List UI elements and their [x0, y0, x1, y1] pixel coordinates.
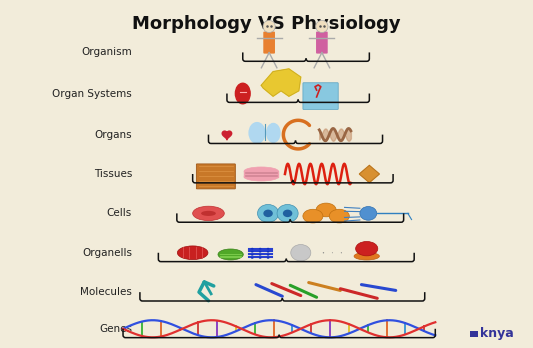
- Text: Cells: Cells: [107, 208, 132, 219]
- Text: Tissues: Tissues: [94, 169, 132, 179]
- Ellipse shape: [266, 248, 269, 250]
- Ellipse shape: [201, 211, 216, 216]
- Ellipse shape: [266, 254, 269, 256]
- Ellipse shape: [259, 254, 262, 256]
- Ellipse shape: [177, 246, 208, 260]
- Ellipse shape: [251, 251, 254, 253]
- Text: Organs: Organs: [94, 129, 132, 140]
- Ellipse shape: [266, 251, 269, 253]
- Ellipse shape: [192, 206, 224, 221]
- FancyBboxPatch shape: [303, 83, 338, 109]
- Ellipse shape: [244, 167, 278, 175]
- Ellipse shape: [263, 209, 273, 217]
- Circle shape: [316, 21, 328, 32]
- Text: Molecules: Molecules: [80, 287, 132, 297]
- Ellipse shape: [329, 209, 349, 223]
- Ellipse shape: [266, 124, 280, 142]
- Ellipse shape: [283, 209, 292, 217]
- Ellipse shape: [332, 252, 333, 253]
- Polygon shape: [359, 165, 379, 183]
- Text: Organells: Organells: [82, 248, 132, 258]
- Ellipse shape: [277, 205, 298, 222]
- Ellipse shape: [323, 252, 324, 253]
- Polygon shape: [261, 69, 301, 96]
- Text: Genes: Genes: [99, 324, 132, 334]
- Ellipse shape: [354, 252, 379, 260]
- Polygon shape: [222, 131, 232, 140]
- Ellipse shape: [360, 206, 377, 220]
- Ellipse shape: [249, 122, 265, 143]
- Ellipse shape: [259, 257, 262, 259]
- Text: knya: knya: [480, 327, 513, 340]
- Ellipse shape: [341, 252, 342, 253]
- Text: Organ Systems: Organ Systems: [52, 88, 132, 98]
- Ellipse shape: [236, 83, 250, 104]
- Ellipse shape: [257, 205, 279, 222]
- Text: Organism: Organism: [81, 47, 132, 57]
- FancyBboxPatch shape: [474, 331, 479, 337]
- FancyBboxPatch shape: [316, 32, 328, 54]
- FancyBboxPatch shape: [470, 331, 474, 337]
- Ellipse shape: [303, 209, 323, 223]
- FancyBboxPatch shape: [196, 164, 236, 189]
- Ellipse shape: [218, 249, 243, 260]
- Ellipse shape: [251, 248, 254, 250]
- Circle shape: [263, 21, 275, 32]
- Ellipse shape: [316, 203, 336, 217]
- Ellipse shape: [291, 245, 311, 261]
- Ellipse shape: [356, 242, 378, 256]
- Text: Morphology VS Physiology: Morphology VS Physiology: [132, 15, 401, 33]
- Ellipse shape: [259, 248, 262, 250]
- Ellipse shape: [251, 254, 254, 256]
- Ellipse shape: [251, 257, 254, 259]
- Ellipse shape: [259, 251, 262, 253]
- Ellipse shape: [266, 257, 269, 259]
- FancyBboxPatch shape: [263, 32, 275, 54]
- Ellipse shape: [244, 173, 278, 181]
